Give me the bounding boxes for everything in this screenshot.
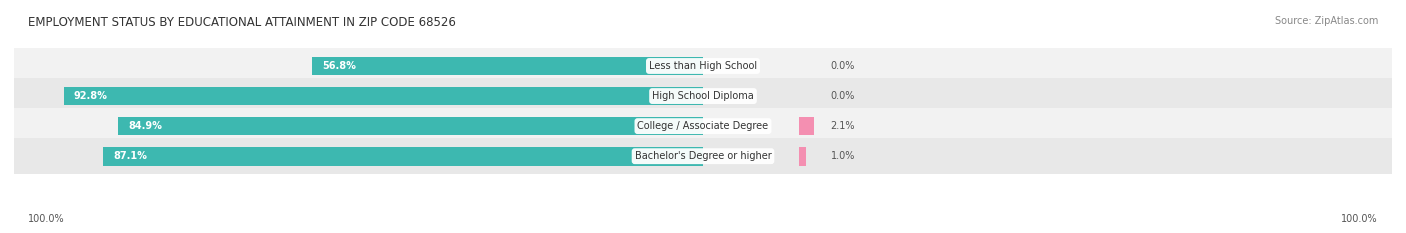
Text: Source: ZipAtlas.com: Source: ZipAtlas.com [1274, 16, 1378, 26]
Text: High School Diploma: High School Diploma [652, 91, 754, 101]
Text: 1.0%: 1.0% [831, 151, 855, 161]
Text: 2.1%: 2.1% [831, 121, 855, 131]
Text: Bachelor's Degree or higher: Bachelor's Degree or higher [634, 151, 772, 161]
Text: 100.0%: 100.0% [1341, 214, 1378, 224]
Text: 87.1%: 87.1% [114, 151, 148, 161]
Bar [14, 108, 1392, 144]
Bar [14, 48, 1392, 84]
Text: 0.0%: 0.0% [831, 61, 855, 71]
Bar [800, 147, 807, 165]
Text: 56.8%: 56.8% [322, 61, 356, 71]
Text: 100.0%: 100.0% [28, 214, 65, 224]
Text: 84.9%: 84.9% [128, 121, 162, 131]
Bar [14, 78, 1392, 114]
Text: 92.8%: 92.8% [75, 91, 108, 101]
Text: 0.0%: 0.0% [831, 91, 855, 101]
Text: Less than High School: Less than High School [650, 61, 756, 71]
Text: EMPLOYMENT STATUS BY EDUCATIONAL ATTAINMENT IN ZIP CODE 68526: EMPLOYMENT STATUS BY EDUCATIONAL ATTAINM… [28, 16, 456, 29]
Bar [118, 117, 703, 135]
Text: College / Associate Degree: College / Associate Degree [637, 121, 769, 131]
Bar [63, 87, 703, 105]
Bar [312, 57, 703, 75]
Bar [103, 147, 703, 165]
Bar [800, 117, 814, 135]
Bar [14, 138, 1392, 174]
